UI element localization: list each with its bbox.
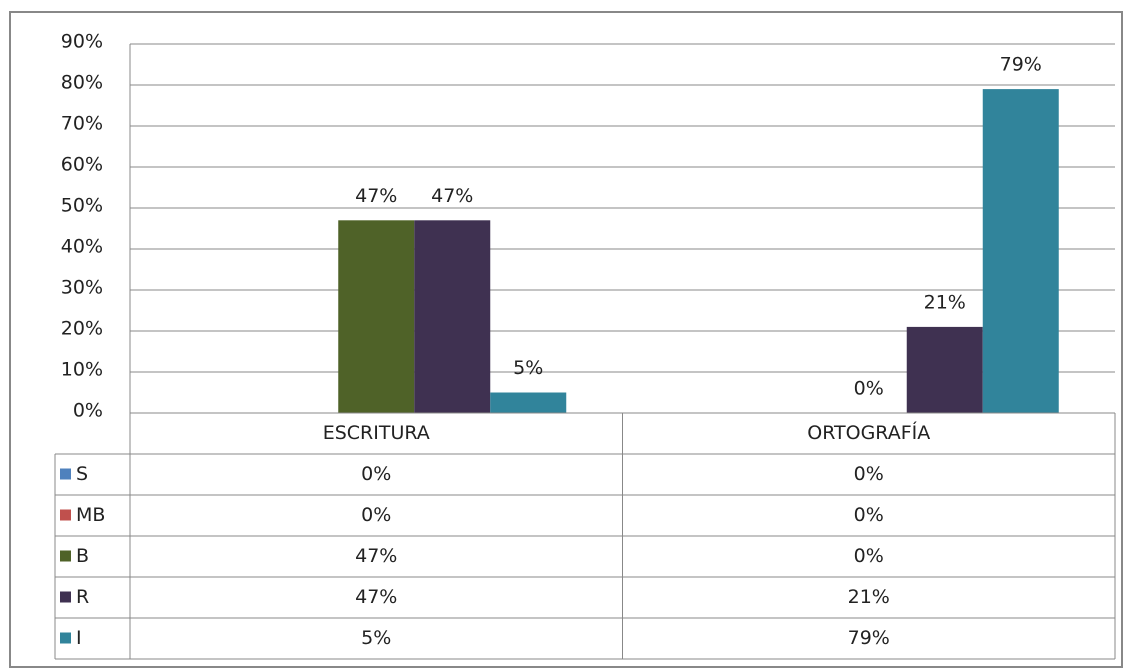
table-cell: 0%	[361, 504, 391, 526]
x-tick-label: ESCRITURA	[323, 422, 430, 444]
data-label: 5%	[513, 357, 543, 379]
table-cell: 5%	[361, 627, 391, 649]
legend-swatch	[60, 509, 71, 521]
bar	[414, 220, 491, 413]
y-tick-label: 0%	[73, 400, 103, 422]
data-label: 47%	[355, 185, 397, 207]
legend-swatch	[60, 591, 71, 603]
data-label: 79%	[1000, 54, 1042, 76]
y-tick-label: 20%	[61, 318, 103, 340]
table-cell: 47%	[355, 586, 397, 608]
legend-label: I	[76, 627, 82, 649]
table-cell: 0%	[361, 463, 391, 485]
y-tick-label: 30%	[61, 277, 103, 299]
y-tick-label: 10%	[61, 359, 103, 381]
y-tick-label: 70%	[61, 113, 103, 135]
table-cell: 79%	[848, 627, 890, 649]
bar	[490, 392, 567, 413]
legend-swatch	[60, 468, 71, 480]
table-cell: 21%	[848, 586, 890, 608]
legend-label: S	[76, 463, 88, 485]
bar	[982, 89, 1059, 413]
y-tick-label: 50%	[61, 195, 103, 217]
legend-label: B	[76, 545, 89, 567]
legend-swatch	[60, 550, 71, 562]
y-tick-label: 40%	[61, 236, 103, 258]
data-label: 47%	[431, 185, 473, 207]
table-cell: 0%	[854, 504, 884, 526]
data-label: 21%	[924, 291, 966, 313]
y-tick-label: 80%	[61, 72, 103, 94]
bar	[906, 326, 983, 413]
y-tick-label: 60%	[61, 154, 103, 176]
data-label: 0%	[854, 378, 884, 400]
legend-swatch	[60, 632, 71, 644]
bar	[338, 220, 415, 413]
legend-label: R	[76, 586, 89, 608]
table-cell: 0%	[854, 463, 884, 485]
y-tick-label: 90%	[61, 31, 103, 53]
legend-label: MB	[76, 504, 105, 526]
x-tick-label: ORTOGRAFÍA	[807, 421, 930, 444]
table-cell: 0%	[854, 545, 884, 567]
table-cell: 47%	[355, 545, 397, 567]
